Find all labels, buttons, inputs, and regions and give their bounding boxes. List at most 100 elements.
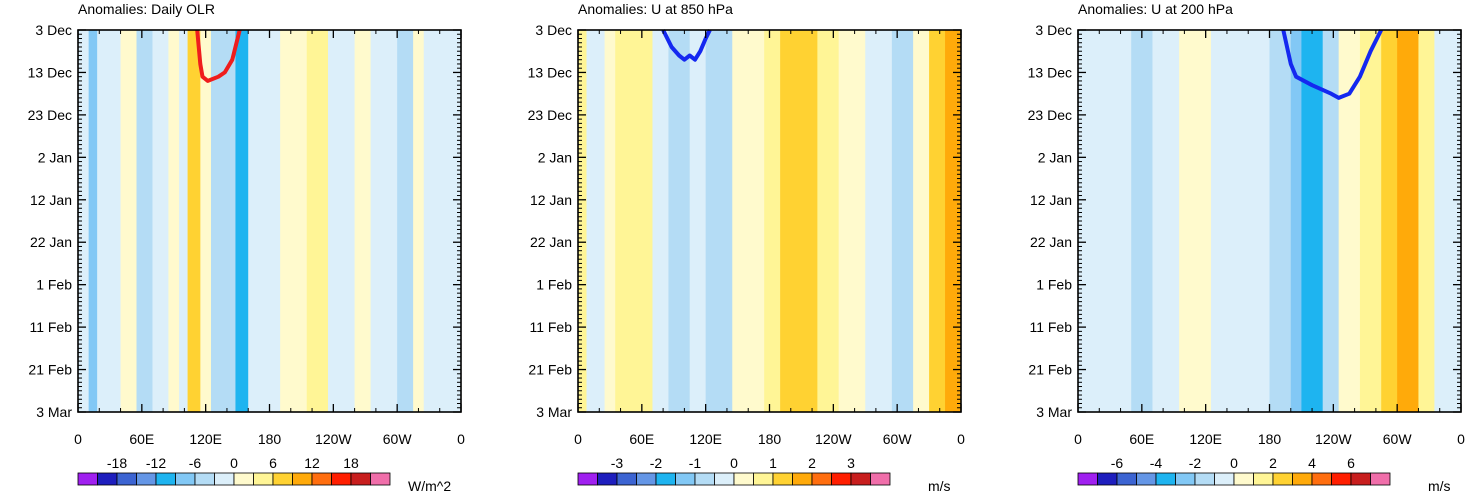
colorbar-tick-label: 2 [1269, 455, 1277, 471]
x-tick-label: 120E [1189, 431, 1222, 447]
colorbar-swatch [870, 472, 891, 486]
colorbar-swatch [253, 472, 274, 486]
colorbar-tick-label: 12 [304, 455, 320, 471]
heatmap-band [187, 30, 201, 412]
x-tick-label: 60E [629, 431, 654, 447]
colorbar-swatch [136, 472, 157, 486]
colorbar-swatch [272, 472, 293, 486]
colorbar-swatch [1292, 472, 1313, 486]
panel-u200-x-ticks: 0 60E 120E 180 120W 60W 0 [1074, 431, 1465, 447]
y-tick-label: 11 Feb [29, 319, 72, 335]
x-tick-label: 120W [815, 431, 852, 447]
heatmap-band [1397, 30, 1419, 412]
heatmap-band [235, 30, 249, 412]
heatmap-band [152, 30, 169, 412]
colorbar-swatch [616, 472, 637, 486]
heatmap-band [423, 30, 462, 412]
heatmap-band [397, 30, 414, 412]
heatmap-band [413, 30, 425, 412]
panel-u850-colorbar-labels: -3 -2 -1 0 1 2 3 m/s [611, 455, 951, 494]
heatmap-band [732, 30, 765, 412]
heatmap-band [88, 30, 98, 412]
y-tick-label: 3 Mar [536, 404, 572, 420]
colorbar-swatch [1116, 472, 1137, 486]
colorbar-swatch [1311, 472, 1332, 486]
colorbar-tick-label: -2 [1189, 455, 1202, 471]
contour-line [195, 29, 242, 83]
panel-u850-contour [661, 29, 712, 62]
colorbar-swatch [155, 472, 176, 486]
panel-u850-x-ticks: 0 60E 120E 180 120W 60W 0 [574, 431, 965, 447]
panel-u850: Anomalies: U at 850 hPa 3 Dec 13 Dec 23 … [528, 1, 965, 494]
panel-u850-title: Anomalies: U at 850 hPa [578, 1, 733, 17]
x-tick-label: 0 [574, 431, 582, 447]
colorbar-swatch [655, 472, 676, 486]
x-tick-label: 0 [1074, 431, 1082, 447]
panel-u200-colorbar [1077, 472, 1391, 486]
colorbar-swatch [753, 472, 774, 486]
panel-olr: Anomalies: Daily OLR 3 Dec 13 Dec 23 Dec… [28, 1, 465, 494]
colorbar-tick-label: 0 [730, 455, 738, 471]
colorbar-swatch [331, 472, 352, 486]
heatmap-band [1381, 30, 1398, 412]
heatmap-band [1322, 30, 1340, 412]
heatmap-band [200, 30, 212, 412]
y-tick-label: 1 Feb [1036, 277, 1072, 293]
heatmap-band [945, 30, 962, 412]
panel-u200-contour [1281, 29, 1383, 100]
heatmap-band [1359, 30, 1382, 412]
y-tick-label: 2 Jan [38, 149, 72, 165]
heatmap-band [615, 30, 653, 412]
colorbar-tick-label: 1 [769, 455, 777, 471]
x-tick-label: 60W [1383, 431, 1413, 447]
colorbar-swatch [636, 472, 657, 486]
heatmap-band [354, 30, 372, 412]
y-tick-label: 22 Jan [1030, 234, 1072, 250]
heatmap-band [97, 30, 122, 412]
x-tick-label: 60W [383, 431, 413, 447]
y-tick-label: 13 Dec [28, 64, 72, 80]
heatmap-band [1210, 30, 1233, 412]
colorbar-swatch [811, 472, 832, 486]
colorbar-unit: m/s [1428, 478, 1451, 494]
heatmap-band [168, 30, 180, 412]
heatmap-band [1338, 30, 1361, 412]
colorbar-unit: W/m^2 [408, 478, 451, 494]
colorbar-swatch [370, 472, 391, 486]
colorbar-swatch [233, 472, 254, 486]
y-tick-label: 13 Dec [1028, 64, 1072, 80]
y-tick-label: 3 Mar [1036, 404, 1072, 420]
panel-olr-x-ticks: 0 60E 120E 180 120W 60W 0 [74, 431, 465, 447]
colorbar-tick-label: -4 [1150, 455, 1163, 471]
heatmap-band [689, 30, 707, 412]
y-tick-label: 1 Feb [36, 277, 72, 293]
y-tick-label: 13 Dec [528, 64, 572, 80]
heatmap-band [1290, 30, 1302, 412]
colorbar-tick-label: -2 [650, 455, 663, 471]
y-tick-label: 3 Dec [35, 22, 72, 38]
panel-u200-colorbar-labels: -6 -4 -2 0 2 4 6 m/s [1111, 455, 1451, 494]
x-tick-label: 180 [1258, 431, 1282, 447]
heatmap-band [604, 30, 616, 412]
heatmap-band [248, 30, 281, 412]
y-tick-label: 2 Jan [1038, 149, 1072, 165]
colorbar-swatch [350, 472, 371, 486]
heatmap-band [780, 30, 818, 412]
colorbar-swatch [194, 472, 215, 486]
panel-olr-frame [77, 29, 462, 413]
y-tick-label: 23 Dec [1028, 107, 1072, 123]
panel-u200-frame [1077, 29, 1462, 413]
x-tick-label: 0 [957, 431, 965, 447]
x-tick-label: 0 [74, 431, 82, 447]
heatmap-band [913, 30, 930, 412]
colorbar-swatch [714, 472, 735, 486]
heatmap-band [1301, 30, 1324, 412]
heatmap-band [891, 30, 914, 412]
heatmap-band [1418, 30, 1435, 412]
y-tick-label: 21 Feb [28, 362, 72, 378]
colorbar-swatch [1350, 472, 1371, 486]
colorbar-swatch [1077, 472, 1098, 486]
colorbar-swatch [77, 472, 98, 486]
